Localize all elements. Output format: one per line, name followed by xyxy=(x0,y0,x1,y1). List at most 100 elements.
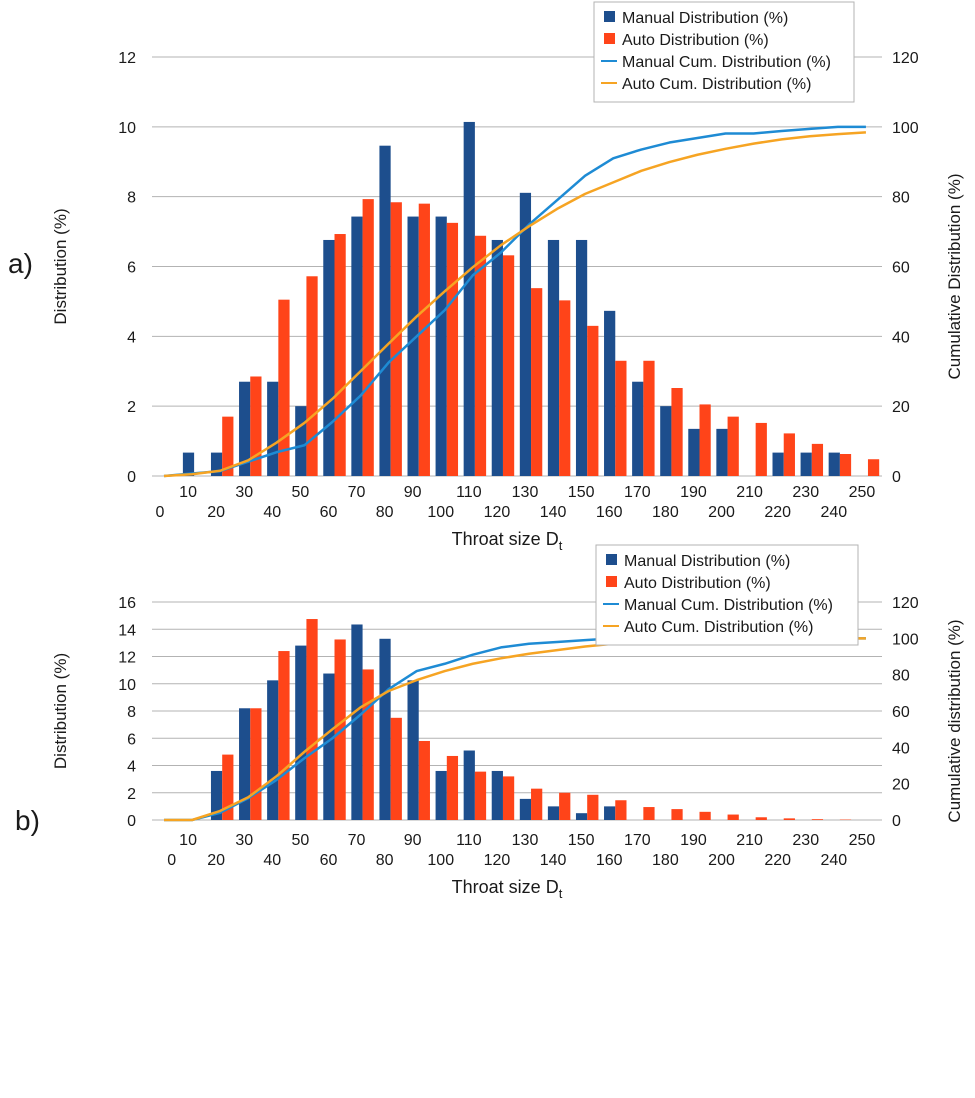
x-tick-label: 90 xyxy=(404,832,422,849)
line-auto-cumulative xyxy=(163,131,867,478)
bar-manual xyxy=(491,770,503,820)
x-tick-label: 160 xyxy=(596,852,623,869)
bar-auto xyxy=(250,376,262,476)
legend-label: Manual Distribution (%) xyxy=(624,553,790,570)
x-tick-label: 0 xyxy=(156,504,165,521)
x-tick-label: 70 xyxy=(348,484,366,501)
bar-manual xyxy=(491,239,503,476)
bar-manual xyxy=(463,121,475,476)
x-tick-label: 250 xyxy=(849,484,876,501)
bar-auto xyxy=(727,814,739,820)
y-tick-label: 14 xyxy=(118,622,136,639)
bar-manual xyxy=(379,638,391,820)
legend-swatch xyxy=(604,11,615,22)
x-tick-label: 60 xyxy=(320,504,338,521)
bar-auto xyxy=(334,639,346,820)
x-tick-label: 140 xyxy=(540,504,567,521)
bar-manual xyxy=(688,428,700,476)
bar-auto xyxy=(306,619,318,820)
x-tick-label: 200 xyxy=(708,852,735,869)
y2-tick-label: 60 xyxy=(892,704,910,721)
y-tick-label: 0 xyxy=(127,813,136,830)
y-tick-label: 4 xyxy=(127,329,136,346)
x-tick-label: 230 xyxy=(792,484,819,501)
x-axis-label: Throat size Dt xyxy=(452,529,563,553)
bar-auto xyxy=(250,708,262,820)
bar-auto xyxy=(643,360,655,476)
x-tick-label: 150 xyxy=(568,484,595,501)
bar-auto xyxy=(615,800,627,820)
bar-auto xyxy=(474,235,487,476)
bar-manual xyxy=(547,806,560,820)
x-tick-label: 50 xyxy=(291,484,309,501)
bar-auto xyxy=(587,794,599,820)
bar-auto xyxy=(362,669,374,820)
bar-auto xyxy=(811,443,824,476)
bar-auto xyxy=(727,416,739,476)
x-tick-label: 200 xyxy=(708,504,735,521)
legend-swatch xyxy=(606,576,617,587)
x-tick-label: 50 xyxy=(291,832,309,849)
x-axis-label-subscript: t xyxy=(559,886,563,901)
bar-auto xyxy=(867,459,880,476)
y-axis-label: Distribution (%) xyxy=(51,653,70,769)
x-tick-label: 180 xyxy=(652,852,679,869)
bar-manual xyxy=(435,770,447,820)
x-tick-label: 160 xyxy=(596,504,623,521)
bar-auto xyxy=(559,300,571,476)
bar-auto xyxy=(699,404,711,476)
y-tick-label: 8 xyxy=(127,190,136,207)
bar-auto xyxy=(334,234,346,476)
panel-label: b) xyxy=(15,805,40,836)
bar-auto xyxy=(446,222,459,476)
bar-auto xyxy=(587,325,599,476)
bar-manual xyxy=(379,145,391,476)
x-tick-label: 210 xyxy=(736,484,763,501)
bar-manual xyxy=(323,239,335,476)
bar-auto xyxy=(474,771,487,820)
y2-tick-label: 20 xyxy=(892,399,910,416)
bar-manual xyxy=(295,645,307,820)
bar-auto xyxy=(839,454,852,476)
bar-auto xyxy=(783,818,795,820)
x-axis-label: Throat size Dt xyxy=(452,877,563,901)
bar-auto xyxy=(755,422,767,476)
bar-auto xyxy=(643,807,655,820)
bar-manual xyxy=(435,216,447,477)
x-tick-label: 140 xyxy=(540,852,567,869)
x-tick-label: 30 xyxy=(235,484,253,501)
y-tick-label: 10 xyxy=(118,677,136,694)
bar-auto xyxy=(502,776,515,820)
bar-auto xyxy=(531,288,543,476)
x-tick-label: 250 xyxy=(849,832,876,849)
bar-manual xyxy=(604,806,616,820)
bar-auto xyxy=(362,199,374,476)
y-tick-label: 12 xyxy=(118,50,136,67)
y2-tick-label: 0 xyxy=(892,469,901,486)
bar-auto xyxy=(671,809,683,820)
y2-axis-label: Cumulative Distribution (%) xyxy=(945,174,964,380)
x-tick-label: 230 xyxy=(792,832,819,849)
bar-auto xyxy=(446,755,459,820)
bar-manual xyxy=(351,624,363,820)
x-tick-label: 150 xyxy=(568,832,595,849)
bar-auto xyxy=(418,203,430,476)
bar-auto xyxy=(783,433,795,476)
y2-tick-label: 40 xyxy=(892,740,910,757)
bar-auto xyxy=(390,202,402,476)
legend-label: Auto Cum. Distribution (%) xyxy=(624,619,813,636)
bar-manual xyxy=(519,192,532,476)
x-tick-label: 90 xyxy=(404,484,422,501)
legend-label: Auto Cum. Distribution (%) xyxy=(622,76,811,93)
y-tick-label: 6 xyxy=(127,731,136,748)
legend: Manual Distribution (%) Auto Distribution… xyxy=(593,1,855,103)
bar-auto xyxy=(531,788,543,820)
bar-manual xyxy=(295,406,307,476)
y-tick-label: 4 xyxy=(127,759,136,776)
x-tick-label: 110 xyxy=(456,484,482,501)
bar-manual xyxy=(407,216,419,477)
y2-tick-label: 100 xyxy=(892,631,919,648)
y-tick-label: 6 xyxy=(127,260,136,277)
